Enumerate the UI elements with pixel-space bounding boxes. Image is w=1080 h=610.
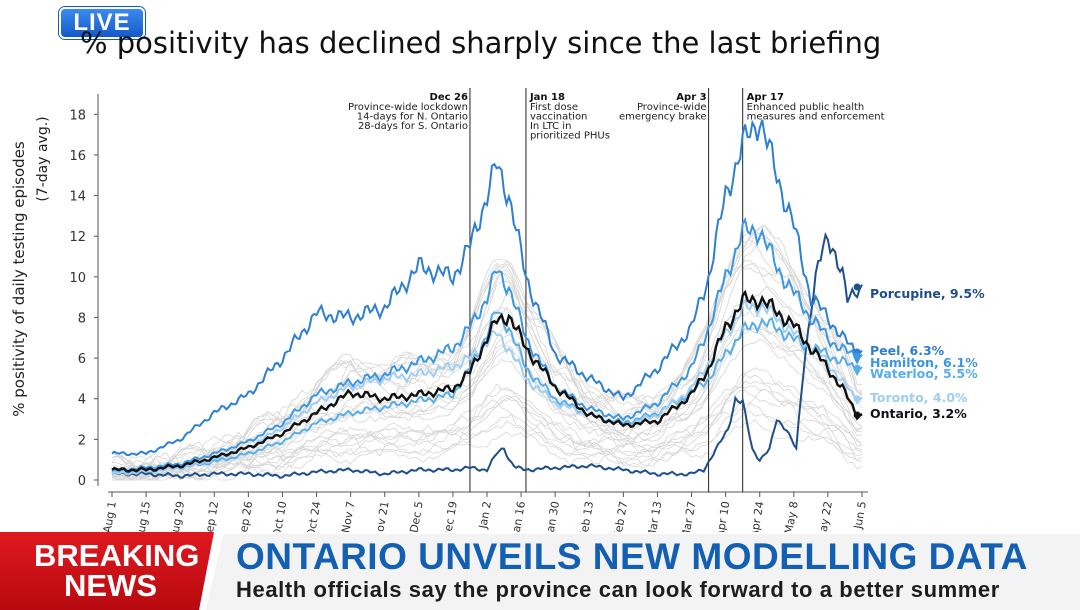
ticker-subheadline: Health officials say the province can lo… — [236, 577, 1000, 602]
y-tick-label: 0 — [78, 474, 86, 489]
y-tick-label: 8 — [78, 311, 86, 326]
x-tick-label: May 8 — [782, 500, 801, 532]
x-tick-label: Jan 30 — [543, 500, 562, 532]
x-tick-label: Apr 24 — [748, 500, 767, 532]
ontario-end-dot — [853, 411, 861, 419]
y-tick-label: 16 — [69, 149, 86, 164]
breaking-news-ticker: BREAKING NEWS ONTARIO UNVEILS NEW MODELL… — [0, 532, 1080, 610]
ontario-end-label: Ontario, 3.2% — [870, 406, 967, 421]
y-tick-label: 14 — [69, 190, 86, 205]
waterloo-end-label: Waterloo, 5.5% — [870, 366, 978, 381]
x-tick-label: Jan 2 — [476, 500, 494, 530]
event-annotation-line: In LTC in — [530, 121, 571, 132]
x-tick-label: Nov 7 — [339, 500, 357, 532]
phu-background-line — [111, 225, 863, 481]
phu-background-line — [111, 419, 863, 481]
event-date: Dec 26 — [430, 92, 468, 103]
phu-background-line — [111, 231, 863, 471]
x-tick-label: Aug 15 — [133, 500, 153, 532]
phu-background-line — [111, 232, 863, 481]
y-tick-label: 12 — [69, 230, 86, 245]
breaking-news-flag: BREAKING NEWS — [0, 532, 214, 610]
x-tick-label: May 22 — [815, 500, 835, 532]
x-tick-label: Mar 27 — [679, 500, 698, 532]
event-date: Jan 18 — [529, 92, 565, 103]
slide-title: % positivity has declined sharply since … — [80, 26, 882, 60]
event-date: Apr 17 — [747, 92, 784, 103]
ticker-headline: ONTARIO UNVEILS NEW MODELLING DATA — [236, 536, 1028, 577]
y-tick-label: 10 — [69, 271, 86, 286]
event-annotation-line: prioritized PHUs — [530, 131, 610, 142]
positivity-line-chart: 0 2 4 6 8 10 12 14 16 18 Aug 1 Aug 15 Aug 29 Sep 12 Se… — [10, 88, 985, 532]
event-annotation-line: Province-wide lockdown — [348, 102, 468, 113]
x-tick-label: Mar 13 — [645, 500, 664, 532]
x-tick-label: Aug 1 — [101, 500, 119, 532]
breaking-label: BREAKING — [34, 538, 200, 573]
peel-line — [111, 119, 863, 457]
chart-axes: 0 2 4 6 8 10 12 14 16 18 Aug 1 Aug 15 Aug 29 Sep 12 Se… — [10, 94, 869, 532]
x-tick-label: Aug 29 — [168, 500, 188, 532]
event-annotation-line: vaccination — [530, 112, 587, 123]
porcupine-end-label: Porcupine, 9.5% — [870, 286, 985, 301]
x-tick-label: Jan 16 — [509, 500, 528, 532]
event-annotation-line: measures and enforcement — [747, 112, 885, 123]
porcupine-line — [111, 231, 863, 479]
waterloo-end-dot — [853, 364, 861, 372]
phu-background-lines — [111, 224, 863, 481]
series-end-labels: Porcupine, 9.5% Peel, 6.3%Hamilton, 6.1%W… — [870, 286, 985, 421]
porcupine-end-dot — [853, 283, 861, 291]
event-annotation-line: 28-days for S. Ontario — [358, 121, 468, 132]
x-tick-label: Feb 13 — [577, 500, 596, 532]
event-annotation-line: 14-days for N. Ontario — [357, 112, 468, 123]
x-tick-label: Sep 12 — [202, 500, 221, 532]
x-tick-label: Apr 10 — [713, 500, 732, 532]
hamilton-line — [111, 217, 863, 472]
event-date: Apr 3 — [676, 92, 706, 103]
phu-background-line — [111, 380, 863, 481]
event-annotation-line: Enhanced public health — [747, 102, 865, 113]
event-annotation-line: First dose — [530, 102, 578, 113]
toronto-end-label: Toronto, 4.0% — [870, 390, 968, 405]
live-badge: LIVE — [59, 7, 145, 39]
y-tick-label: 2 — [78, 433, 86, 448]
toronto-line — [111, 298, 863, 476]
ontario-line — [111, 289, 863, 473]
event-annotation-line: Province-wide — [637, 102, 707, 113]
x-tick-label: Feb 27 — [611, 500, 630, 532]
series-lines — [111, 119, 863, 479]
hamilton-end-dot — [853, 352, 861, 360]
phu-background-line — [111, 389, 863, 481]
phu-background-line — [111, 262, 863, 481]
y-tick-label: 4 — [78, 393, 86, 408]
x-tick-label: Sep 26 — [236, 500, 255, 532]
ticker-headline-bar — [206, 534, 1080, 610]
phu-background-line — [112, 400, 863, 481]
news-label: NEWS — [64, 568, 157, 603]
y-axis-label: % positivity of daily testing episodes — [10, 141, 28, 417]
x-tick-label: Oct 24 — [304, 500, 323, 532]
x-tick-label: Nov 21 — [372, 500, 392, 532]
peel-end-label: Peel, 6.3% — [870, 343, 945, 358]
y-tick-label: 6 — [78, 352, 86, 367]
event-annotation-line: emergency brake — [619, 112, 707, 123]
hamilton-end-label: Hamilton, 6.1% — [870, 355, 978, 370]
y-axis-sublabel: (7-day avg.) — [35, 116, 51, 201]
phu-background-line — [111, 237, 863, 481]
x-tick-label: Oct 10 — [270, 500, 289, 532]
x-tick-label: Jun 5 — [851, 500, 869, 531]
x-tick-label: Dec 19 — [440, 500, 460, 532]
phu-background-line — [111, 367, 863, 480]
x-tick-label: Dec 5 — [407, 500, 425, 532]
toronto-end-dot — [853, 395, 861, 403]
y-tick-label: 18 — [69, 108, 86, 123]
waterloo-line — [111, 311, 863, 474]
